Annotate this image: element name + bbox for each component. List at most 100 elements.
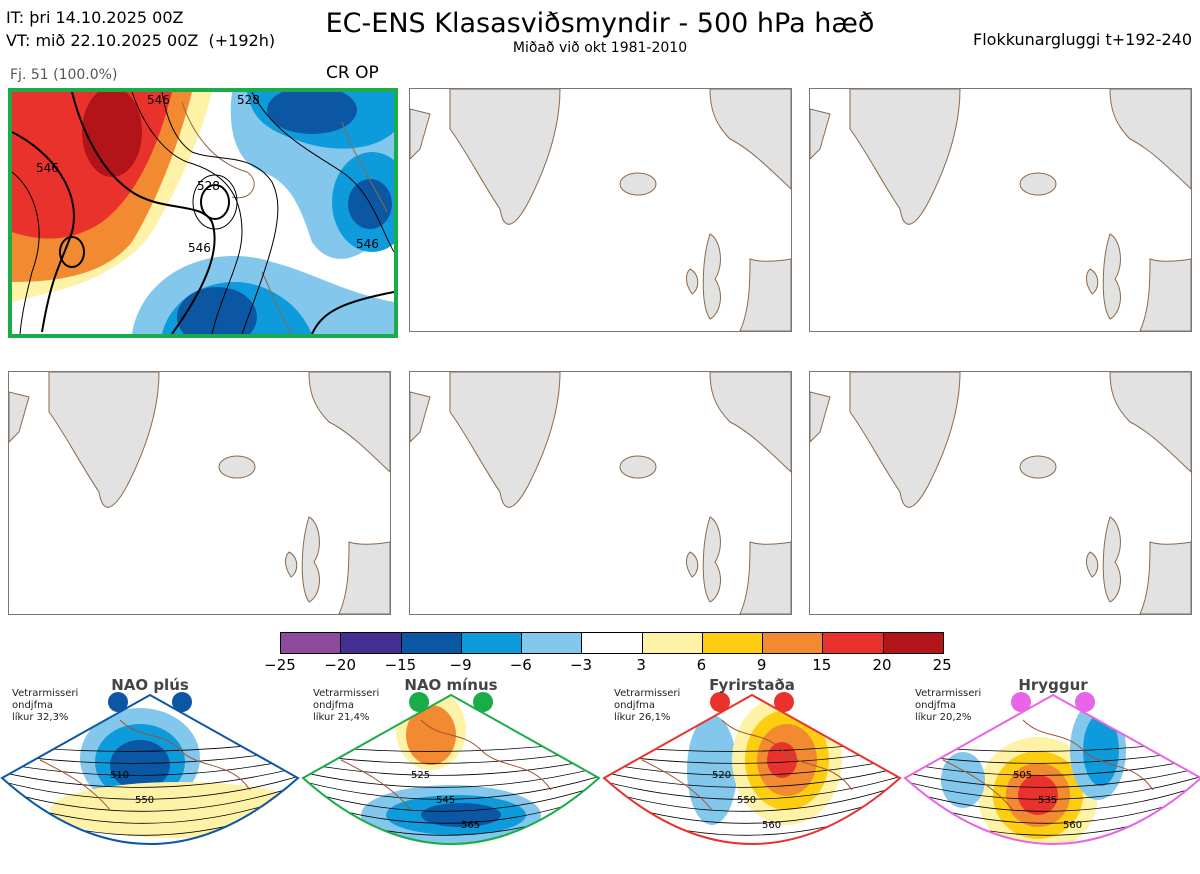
height-contour	[905, 757, 1200, 776]
colorbar-tick-label: 9	[756, 656, 767, 674]
colorbar-segment	[762, 633, 823, 653]
coastline	[942, 719, 1154, 811]
cluster-panel-4[interactable]	[8, 371, 391, 615]
regime-panel[interactable]: 505 535 560	[903, 690, 1200, 870]
colorbar-segment	[400, 633, 461, 653]
regime-marker	[108, 692, 128, 712]
height-contour	[905, 784, 1200, 812]
height-contour	[303, 766, 599, 788]
contour-label: 546	[356, 237, 379, 251]
height-contour	[604, 775, 900, 800]
contour-label: 560	[762, 820, 781, 831]
page-subtitle: Miðað við okt 1981-2010	[512, 40, 688, 56]
colorbar-tick-label: −6	[509, 656, 532, 674]
regime-marker	[774, 692, 794, 712]
cluster-panel-6[interactable]	[809, 371, 1192, 615]
colorbar-segment	[822, 633, 883, 653]
contour-label: 545	[436, 795, 455, 806]
colorbar-segment	[281, 633, 341, 653]
regime-note: Vetrarmisseri ondjfma líkur 32,3%	[12, 688, 79, 723]
height-contour	[604, 757, 900, 776]
colorbar-tick-label: 3	[636, 656, 646, 674]
colorbar-segment	[340, 633, 401, 653]
cluster-panel-1[interactable]: 546 528 546 546 528 546	[8, 88, 398, 338]
contour-label: 505	[1013, 770, 1032, 781]
cluster-panel-5[interactable]	[409, 371, 792, 615]
height-contour	[303, 775, 599, 800]
land-outline	[181, 101, 388, 334]
regime-panel[interactable]: 520 550 560	[602, 690, 902, 870]
colorbar-tick-label: −9	[449, 656, 472, 674]
contour-label: 565	[461, 820, 480, 831]
colorbar-tick-label: −3	[569, 656, 593, 674]
header-times: IT: þri 14.10.2025 00Z VT: mið 22.10.2025…	[6, 6, 275, 52]
contour-label: 525	[411, 770, 430, 781]
base-map	[410, 89, 791, 331]
regime-note: Vetrarmisseri ondjfma líkur 26,1%	[614, 688, 681, 723]
cluster-panel-2[interactable]	[409, 88, 792, 332]
fan-outline	[301, 693, 601, 845]
colorbar-segment	[460, 633, 522, 653]
cluster-count: Fj. 51 (100.0%)	[10, 67, 118, 83]
regime-title: NAO plús	[111, 676, 189, 694]
regime-note: Vetrarmisseri ondjfma líkur 21,4%	[313, 688, 380, 723]
anomaly-blob	[1018, 775, 1058, 815]
vt-line: VT: mið 22.10.2025 00Z (+192h)	[6, 31, 276, 50]
colorbar-segment	[701, 633, 763, 653]
height-contour	[604, 766, 900, 788]
anomaly-blob	[767, 742, 797, 778]
colorbar-tick-label: −15	[384, 656, 417, 674]
coastline	[340, 719, 552, 811]
contour-label: 546	[147, 93, 170, 107]
height-contour	[604, 784, 900, 812]
anomaly-blob	[110, 740, 170, 790]
colorbar-tick-label: 20	[872, 656, 892, 674]
height-contour	[2, 757, 298, 776]
anomaly-blob	[941, 752, 985, 808]
regime-marker	[473, 692, 493, 712]
contour-label: 550	[135, 795, 154, 806]
colorbar-tick-label: −25	[264, 656, 296, 674]
base-map	[410, 372, 791, 614]
colorbar-tick-label: 25	[932, 656, 952, 674]
cluster-panel-3[interactable]	[809, 88, 1192, 332]
regime-note: Vetrarmisseri ondjfma líkur 20,2%	[915, 688, 982, 723]
page-title: EC-ENS Klasasviðsmyndir - 500 hPa hæð	[325, 8, 875, 39]
regime-title: Fyrirstaða	[709, 676, 795, 694]
cluster-code: CR OP	[326, 63, 379, 83]
height-contour	[303, 784, 599, 812]
colorbar-segment	[882, 633, 943, 653]
regime-marker	[409, 692, 429, 712]
height-contour	[303, 757, 599, 776]
regime-title: Hryggur	[1018, 676, 1088, 694]
contour-label: 520	[712, 770, 731, 781]
height-contour	[2, 784, 298, 812]
contour-label: 535	[1038, 795, 1057, 806]
colorbar-segment	[521, 633, 582, 653]
height-contours	[12, 92, 394, 334]
regime-marker	[1075, 692, 1095, 712]
fan-outline	[602, 693, 902, 845]
anomaly-blob	[1083, 714, 1119, 786]
fan-outline	[0, 693, 300, 845]
regime-panel[interactable]: 525 545 565	[301, 690, 601, 870]
fan-outline	[903, 693, 1200, 845]
regime-panel[interactable]: 510 550	[0, 690, 300, 870]
window-label: Flokkunargluggi t+192-240	[973, 30, 1192, 49]
height-contour	[604, 811, 900, 844]
contour-label: 510	[110, 770, 129, 781]
height-contour	[604, 820, 900, 844]
colorbar-tick-label: 6	[696, 656, 707, 674]
regime-marker	[172, 692, 192, 712]
contour-label: 550	[737, 795, 756, 806]
contour-label: 546	[36, 161, 59, 175]
height-contour	[2, 766, 298, 788]
colorbar	[280, 632, 944, 654]
anomaly-blob	[421, 803, 501, 827]
contour-label: 560	[1063, 820, 1082, 831]
colorbar-tick-label: −20	[324, 656, 357, 674]
anomaly-blob	[406, 705, 456, 765]
colorbar-tick-label: 15	[812, 656, 832, 674]
contour-label: 528	[197, 179, 220, 193]
regime-marker	[710, 692, 730, 712]
